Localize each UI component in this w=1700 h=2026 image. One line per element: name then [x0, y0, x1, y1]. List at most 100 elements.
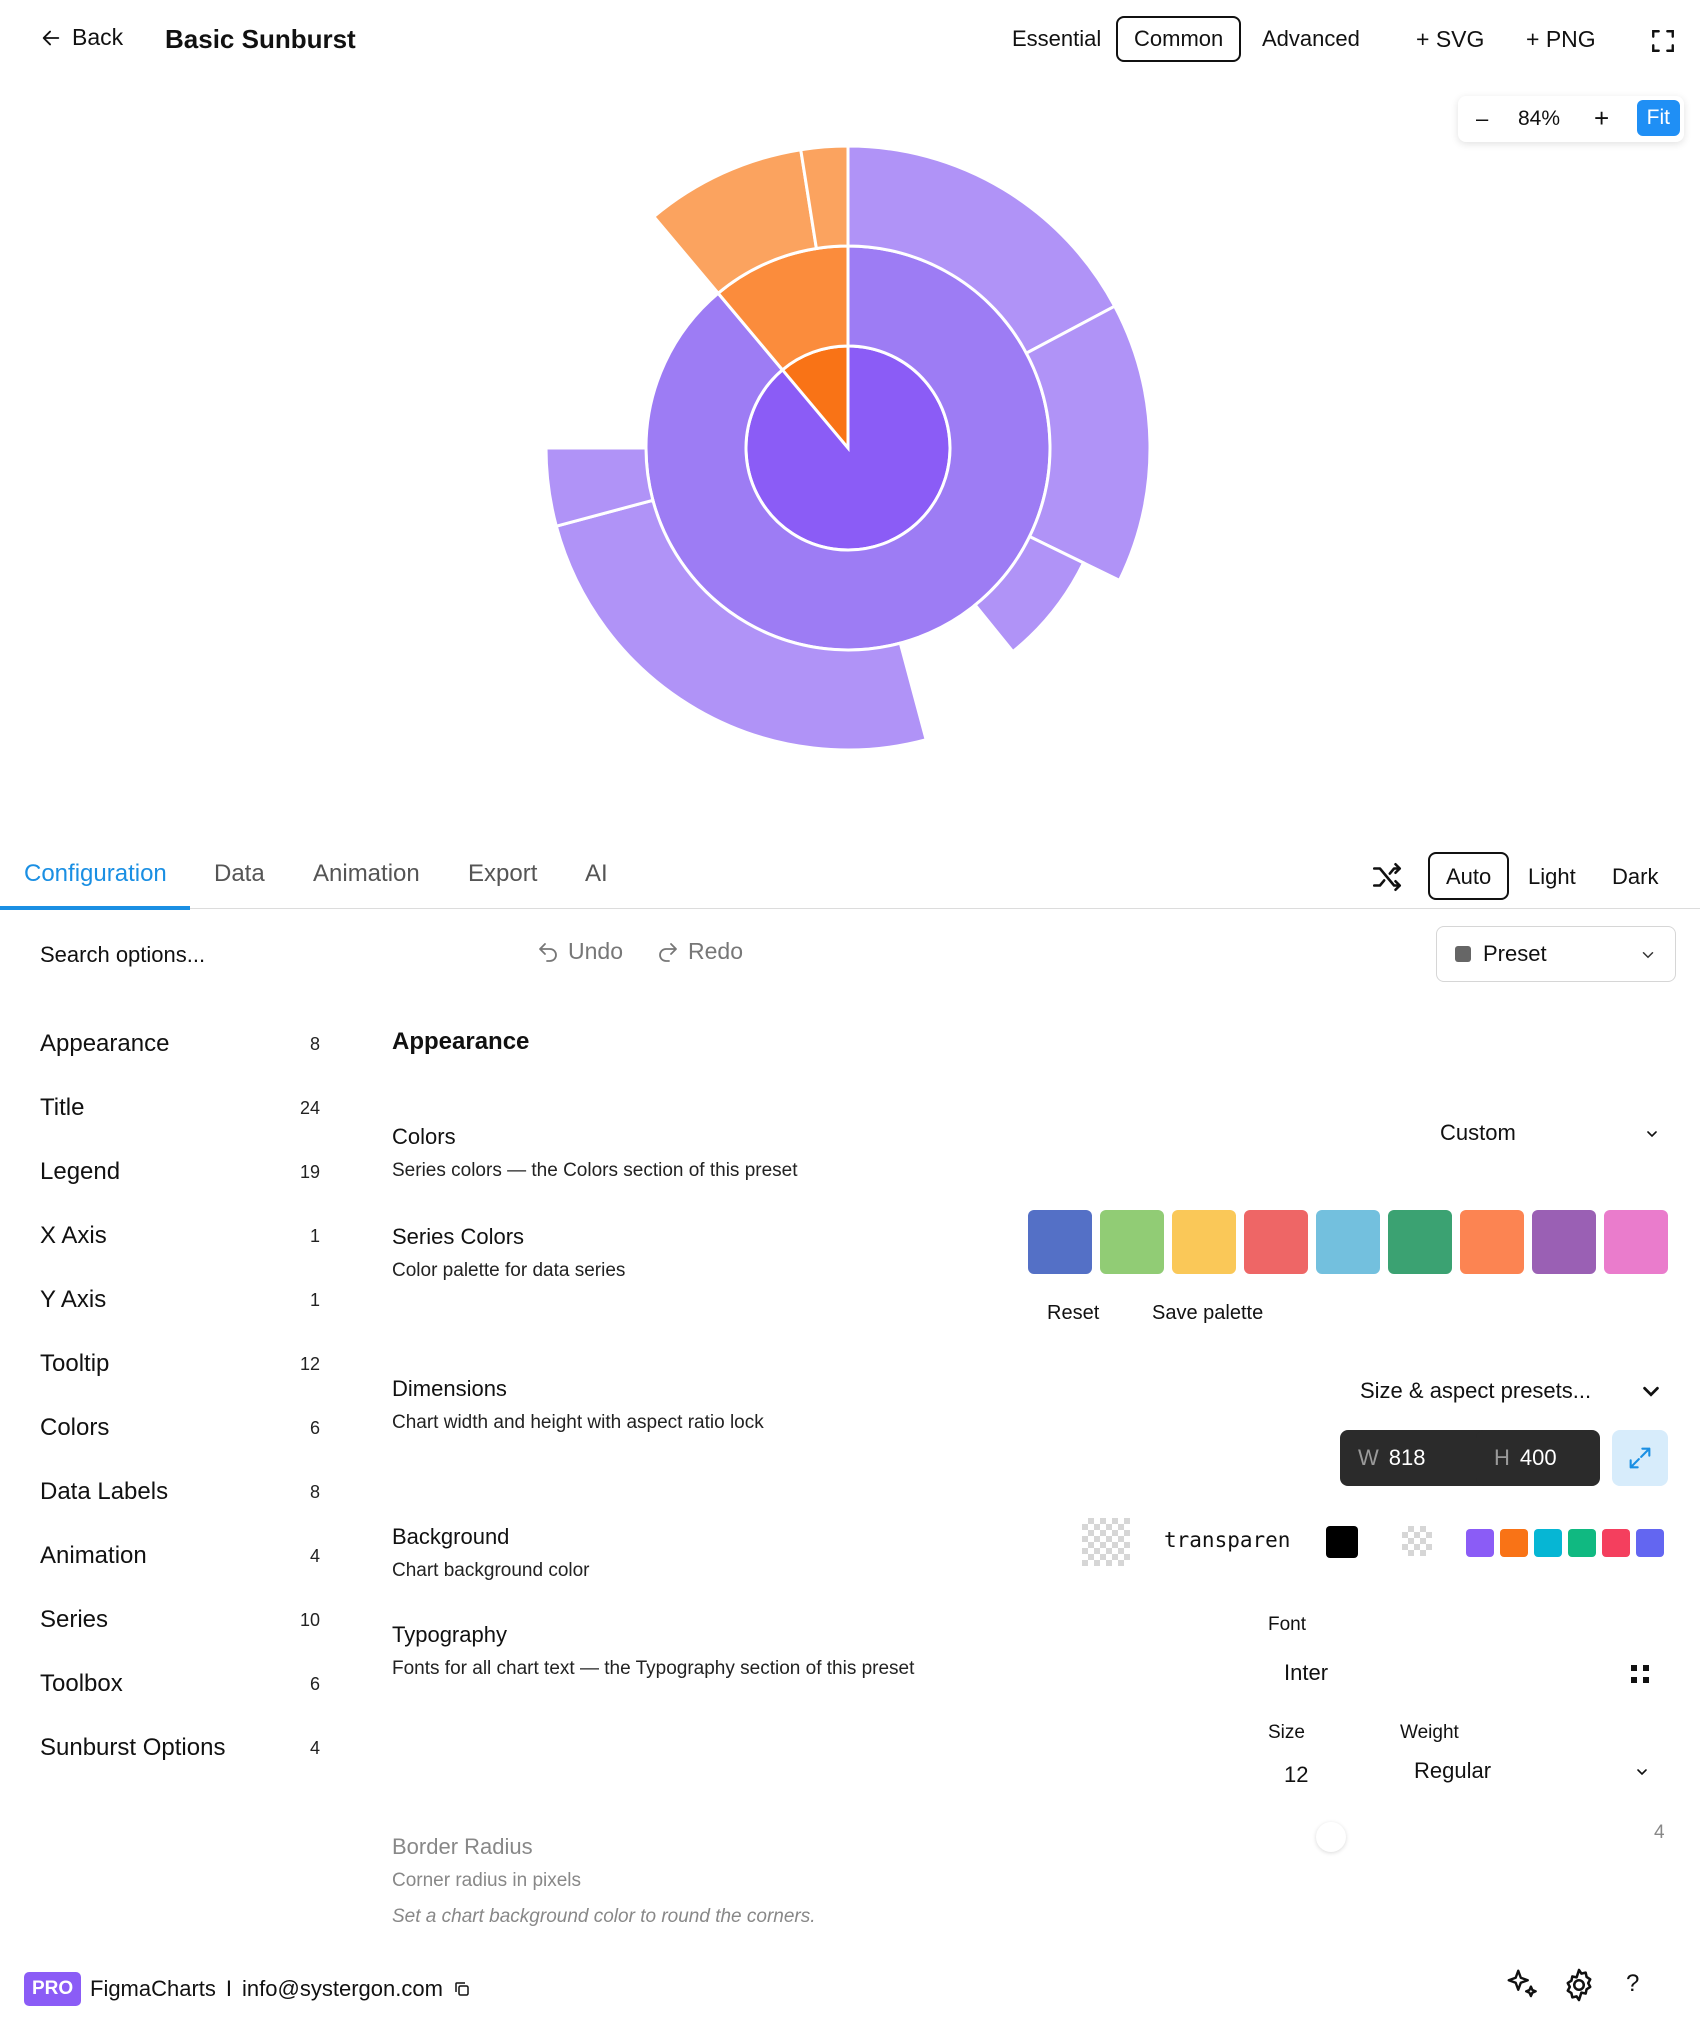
series-color-swatch[interactable]	[1244, 1210, 1308, 1274]
width-input[interactable]: W 818	[1340, 1430, 1502, 1486]
page-title: Basic Sunburst	[165, 24, 356, 54]
font-select[interactable]: Inter	[1284, 1660, 1329, 1685]
tab-configuration[interactable]: Configuration	[24, 860, 167, 887]
export-png-button[interactable]: + PNG	[1526, 26, 1596, 52]
undo-button[interactable]: Undo	[536, 938, 623, 965]
back-button[interactable]: Back	[40, 24, 123, 51]
series-color-swatch[interactable]	[1604, 1210, 1668, 1274]
background-quick-color-swatch[interactable]	[1568, 1529, 1596, 1557]
theme-dark[interactable]: Dark	[1612, 864, 1659, 889]
undo-icon	[539, 942, 557, 962]
series-color-swatch[interactable]	[1460, 1210, 1524, 1274]
dimensions-title: Dimensions	[392, 1376, 507, 1401]
series-color-swatch[interactable]	[1028, 1210, 1092, 1274]
weight-select[interactable]: Regular	[1414, 1758, 1650, 1784]
sidebar-item-label: Tooltip	[40, 1350, 110, 1377]
tab-ai[interactable]: AI	[585, 860, 608, 887]
brand-name: FigmaCharts	[90, 1976, 216, 2001]
theme-auto[interactable]: Auto	[1428, 852, 1510, 900]
sidebar-item-count: 1	[309, 1226, 320, 1246]
colors-select[interactable]: Custom	[1440, 1120, 1660, 1146]
grid-dots-icon[interactable]	[1630, 1664, 1650, 1689]
sunburst-segment[interactable]	[554, 498, 929, 752]
background-quick-color-swatch[interactable]	[1602, 1529, 1630, 1557]
tab-export[interactable]: Export	[468, 860, 538, 887]
zoom-in-button[interactable]: +	[1594, 103, 1610, 133]
background-color-preview[interactable]	[1082, 1518, 1130, 1566]
search-input[interactable]: Search options...	[40, 942, 206, 967]
sidebar-item-label: Series	[40, 1606, 109, 1633]
sidebar-item-x-axis[interactable]: X Axis 1	[40, 1222, 320, 1250]
mode-common[interactable]: Common	[1116, 16, 1242, 62]
sidebar-item-title[interactable]: Title 24	[40, 1094, 320, 1122]
aspect-lock-button[interactable]	[1612, 1430, 1668, 1486]
sunburst-segment[interactable]	[973, 534, 1086, 654]
series-colors-desc: Color palette for data series	[392, 1260, 626, 1281]
sunburst-segment[interactable]	[1024, 304, 1152, 583]
sidebar-item-label: Colors	[40, 1414, 110, 1441]
tab-data[interactable]: Data	[214, 860, 265, 887]
sidebar-item-y-axis[interactable]: Y Axis 1	[40, 1286, 320, 1314]
border-radius-title: Border Radius	[392, 1834, 533, 1859]
background-black-swatch[interactable]	[1326, 1526, 1358, 1558]
background-color-input[interactable]: transparent	[1164, 1528, 1290, 1552]
size-presets-select[interactable]: Size & aspect presets...	[1360, 1378, 1662, 1404]
height-value: 400	[1519, 1445, 1557, 1470]
expand-icon	[1629, 1447, 1651, 1469]
mode-essential[interactable]: Essential	[1012, 26, 1102, 51]
sidebar-item-series[interactable]: Series 10	[40, 1606, 320, 1634]
tab-divider	[0, 908, 1700, 909]
background-quick-color-swatch[interactable]	[1636, 1529, 1664, 1557]
background-quick-color-swatch[interactable]	[1500, 1529, 1528, 1557]
background-transparent-swatch[interactable]	[1402, 1526, 1432, 1556]
sidebar-item-count: 4	[309, 1546, 320, 1566]
ai-sparkle-icon[interactable]	[1504, 1966, 1542, 2009]
sunburst-chart	[544, 144, 1152, 752]
sidebar-item-tooltip[interactable]: Tooltip 12	[40, 1350, 320, 1378]
sidebar-item-colors[interactable]: Colors 6	[40, 1414, 320, 1442]
sidebar-item-count: 8	[309, 1034, 320, 1054]
series-color-swatch[interactable]	[1316, 1210, 1380, 1274]
background-desc: Chart background color	[392, 1560, 590, 1581]
fit-button[interactable]: Fit	[1636, 100, 1680, 136]
sidebar-item-animation[interactable]: Animation 4	[40, 1542, 320, 1570]
size-presets-label: Size & aspect presets...	[1360, 1378, 1592, 1403]
background-quick-color-swatch[interactable]	[1466, 1529, 1494, 1557]
weight-value: Regular	[1414, 1758, 1492, 1783]
series-color-swatch[interactable]	[1388, 1210, 1452, 1274]
height-input[interactable]: H 400	[1476, 1430, 1600, 1486]
export-svg-button[interactable]: + SVG	[1416, 26, 1485, 52]
tab-animation[interactable]: Animation	[313, 860, 420, 887]
sidebar-item-count: 4	[309, 1738, 320, 1758]
settings-gear-icon[interactable]	[1560, 1966, 1598, 2009]
sidebar-item-data-labels[interactable]: Data Labels 8	[40, 1478, 320, 1506]
copy-icon[interactable]	[453, 1980, 471, 1998]
preset-select[interactable]: Preset	[1436, 926, 1676, 982]
sidebar-item-count: 12	[299, 1354, 320, 1374]
sidebar-item-legend[interactable]: Legend 19	[40, 1158, 320, 1186]
sidebar-item-toolbox[interactable]: Toolbox 6	[40, 1670, 320, 1698]
zoom-out-button[interactable]: –	[1476, 106, 1489, 131]
background-quick-color-swatch[interactable]	[1534, 1529, 1562, 1557]
mode-advanced[interactable]: Advanced	[1262, 26, 1360, 51]
border-radius-slider-thumb[interactable]	[1316, 1822, 1346, 1852]
help-icon[interactable]: ?	[1626, 1970, 1640, 1997]
sunburst-segment[interactable]	[799, 144, 850, 251]
series-color-swatch[interactable]	[1172, 1210, 1236, 1274]
sunburst-segment[interactable]	[544, 446, 655, 529]
sidebar-item-sunburst-options[interactable]: Sunburst Options 4	[40, 1734, 320, 1762]
redo-label: Redo	[688, 938, 743, 964]
shuffle-icon[interactable]	[1370, 860, 1404, 899]
size-input[interactable]: 12	[1284, 1762, 1309, 1787]
reset-palette-button[interactable]: Reset	[1047, 1302, 1100, 1324]
series-color-swatch[interactable]	[1532, 1210, 1596, 1274]
save-palette-button[interactable]: Save palette	[1152, 1302, 1264, 1324]
border-radius-note: Set a chart background color to round th…	[392, 1906, 816, 1927]
arrow-left-icon	[42, 30, 60, 45]
contact-email[interactable]: info@systergon.com	[242, 1976, 443, 2001]
series-color-swatch[interactable]	[1100, 1210, 1164, 1274]
redo-button[interactable]: Redo	[656, 938, 743, 965]
fullscreen-icon[interactable]	[1650, 28, 1676, 59]
theme-light[interactable]: Light	[1528, 864, 1576, 889]
sidebar-item-appearance[interactable]: Appearance 8	[40, 1030, 320, 1058]
